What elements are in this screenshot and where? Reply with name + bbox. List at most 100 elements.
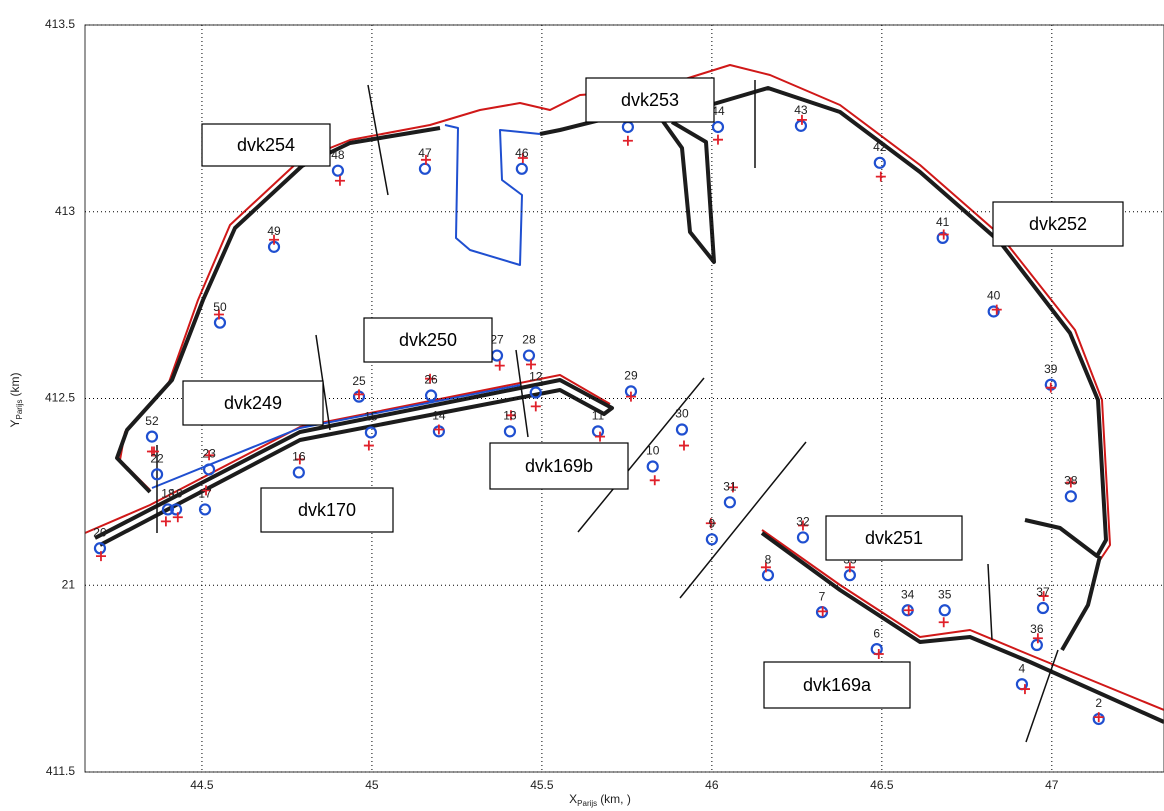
point-label: 28	[522, 333, 536, 347]
point-label: 7	[819, 589, 826, 603]
point-label: 38	[1064, 474, 1078, 488]
point-plus	[938, 617, 949, 628]
point-plus	[204, 450, 215, 461]
annotation-box	[992, 201, 1124, 247]
point-circle	[938, 604, 951, 617]
point-plus	[678, 440, 689, 451]
point-plus	[294, 454, 305, 465]
point-label: 32	[796, 515, 810, 529]
point-plus	[873, 648, 884, 659]
annotation: dvk249	[224, 393, 282, 413]
point-circle	[522, 349, 536, 362]
point-label: 37	[1036, 585, 1050, 599]
point-circle	[591, 425, 605, 438]
point-circle	[794, 119, 808, 132]
point-label: 49	[267, 224, 281, 238]
point-plus	[530, 401, 541, 412]
point-plus	[526, 359, 537, 370]
point-label: 23	[202, 447, 216, 461]
point-plus	[625, 391, 636, 402]
y-tick-label: 412.5	[45, 391, 75, 405]
point-label: 19	[169, 487, 183, 501]
point-plus	[1045, 382, 1056, 393]
point-label: 43	[794, 103, 808, 117]
point-plus	[622, 135, 633, 146]
annotation: dvk254	[237, 135, 295, 155]
point-plus	[146, 446, 157, 457]
point-circle	[796, 531, 810, 544]
point-circle	[150, 468, 164, 481]
point-circle	[705, 533, 718, 546]
point-plus	[494, 360, 505, 371]
point-plus	[363, 440, 374, 451]
annotation-box	[489, 442, 629, 490]
point-circle	[170, 503, 183, 516]
point-label: 20	[93, 525, 107, 539]
point-plus	[760, 562, 771, 573]
y-tick-label: 411.5	[46, 764, 75, 778]
y-tick-label: 21	[62, 577, 76, 591]
y-label-main: Y	[8, 420, 22, 428]
point-circle	[936, 231, 949, 244]
point-circle	[529, 386, 542, 399]
point-label: 34	[901, 587, 915, 601]
x-tick-label: 47	[1045, 778, 1059, 792]
point-label: 50	[213, 300, 227, 314]
point-circle	[503, 425, 517, 438]
x-label-main: X	[569, 792, 577, 806]
x-tick-label: 44.5	[190, 778, 214, 792]
x-tick-label: 46.5	[870, 778, 894, 792]
point-plus	[517, 152, 528, 163]
annotation: dvk253	[621, 90, 679, 110]
point-plus	[1065, 477, 1076, 488]
point-circle	[331, 164, 345, 177]
point-plus	[991, 304, 1002, 315]
point-circle	[364, 426, 377, 439]
annotation-box	[201, 123, 331, 167]
point-label: 29	[624, 369, 638, 383]
point-label: 48	[331, 148, 345, 162]
annotation-box	[363, 317, 493, 363]
point-label: 12	[529, 370, 543, 384]
point-circle	[711, 120, 725, 134]
y-tick-label: 413	[55, 204, 75, 218]
annotation: dvk169b	[525, 456, 593, 476]
point-label: 22	[150, 451, 164, 465]
point-circle	[198, 503, 212, 516]
point-label: 10	[646, 444, 660, 458]
x-tick-label: 46	[705, 778, 719, 792]
annotation: dvk170	[298, 500, 356, 520]
point-circle	[1030, 638, 1043, 652]
point-plus	[420, 154, 431, 165]
point-label: 17	[198, 487, 212, 501]
point-circle	[987, 305, 1000, 318]
point-plus	[649, 475, 660, 486]
point-label: 18	[161, 487, 175, 501]
point-plus	[425, 373, 436, 384]
point-plus	[705, 518, 716, 529]
point-label: 8	[765, 552, 772, 566]
point-circle	[761, 569, 775, 582]
annotation: dvk250	[399, 330, 457, 350]
annotation: dvk252	[1029, 214, 1087, 234]
annotation-box	[260, 487, 394, 533]
point-label: 40	[987, 289, 1001, 303]
point-plus	[213, 309, 224, 320]
point-circle	[1064, 490, 1077, 503]
point-label: 13	[503, 409, 517, 423]
point-label: 30	[675, 407, 689, 421]
point-label: 4	[1019, 661, 1026, 675]
point-plus	[201, 485, 212, 496]
point-circle	[202, 463, 216, 476]
point-plus	[172, 512, 183, 523]
point-label: 25	[352, 374, 366, 388]
annotation-box	[182, 380, 324, 426]
point-circle	[161, 503, 175, 516]
point-label: 11	[592, 409, 605, 423]
annotation: dvk251	[865, 528, 923, 548]
point-plus	[712, 134, 723, 145]
point-plus	[938, 229, 949, 240]
point-circle	[213, 316, 227, 329]
point-label: 52	[145, 414, 159, 428]
